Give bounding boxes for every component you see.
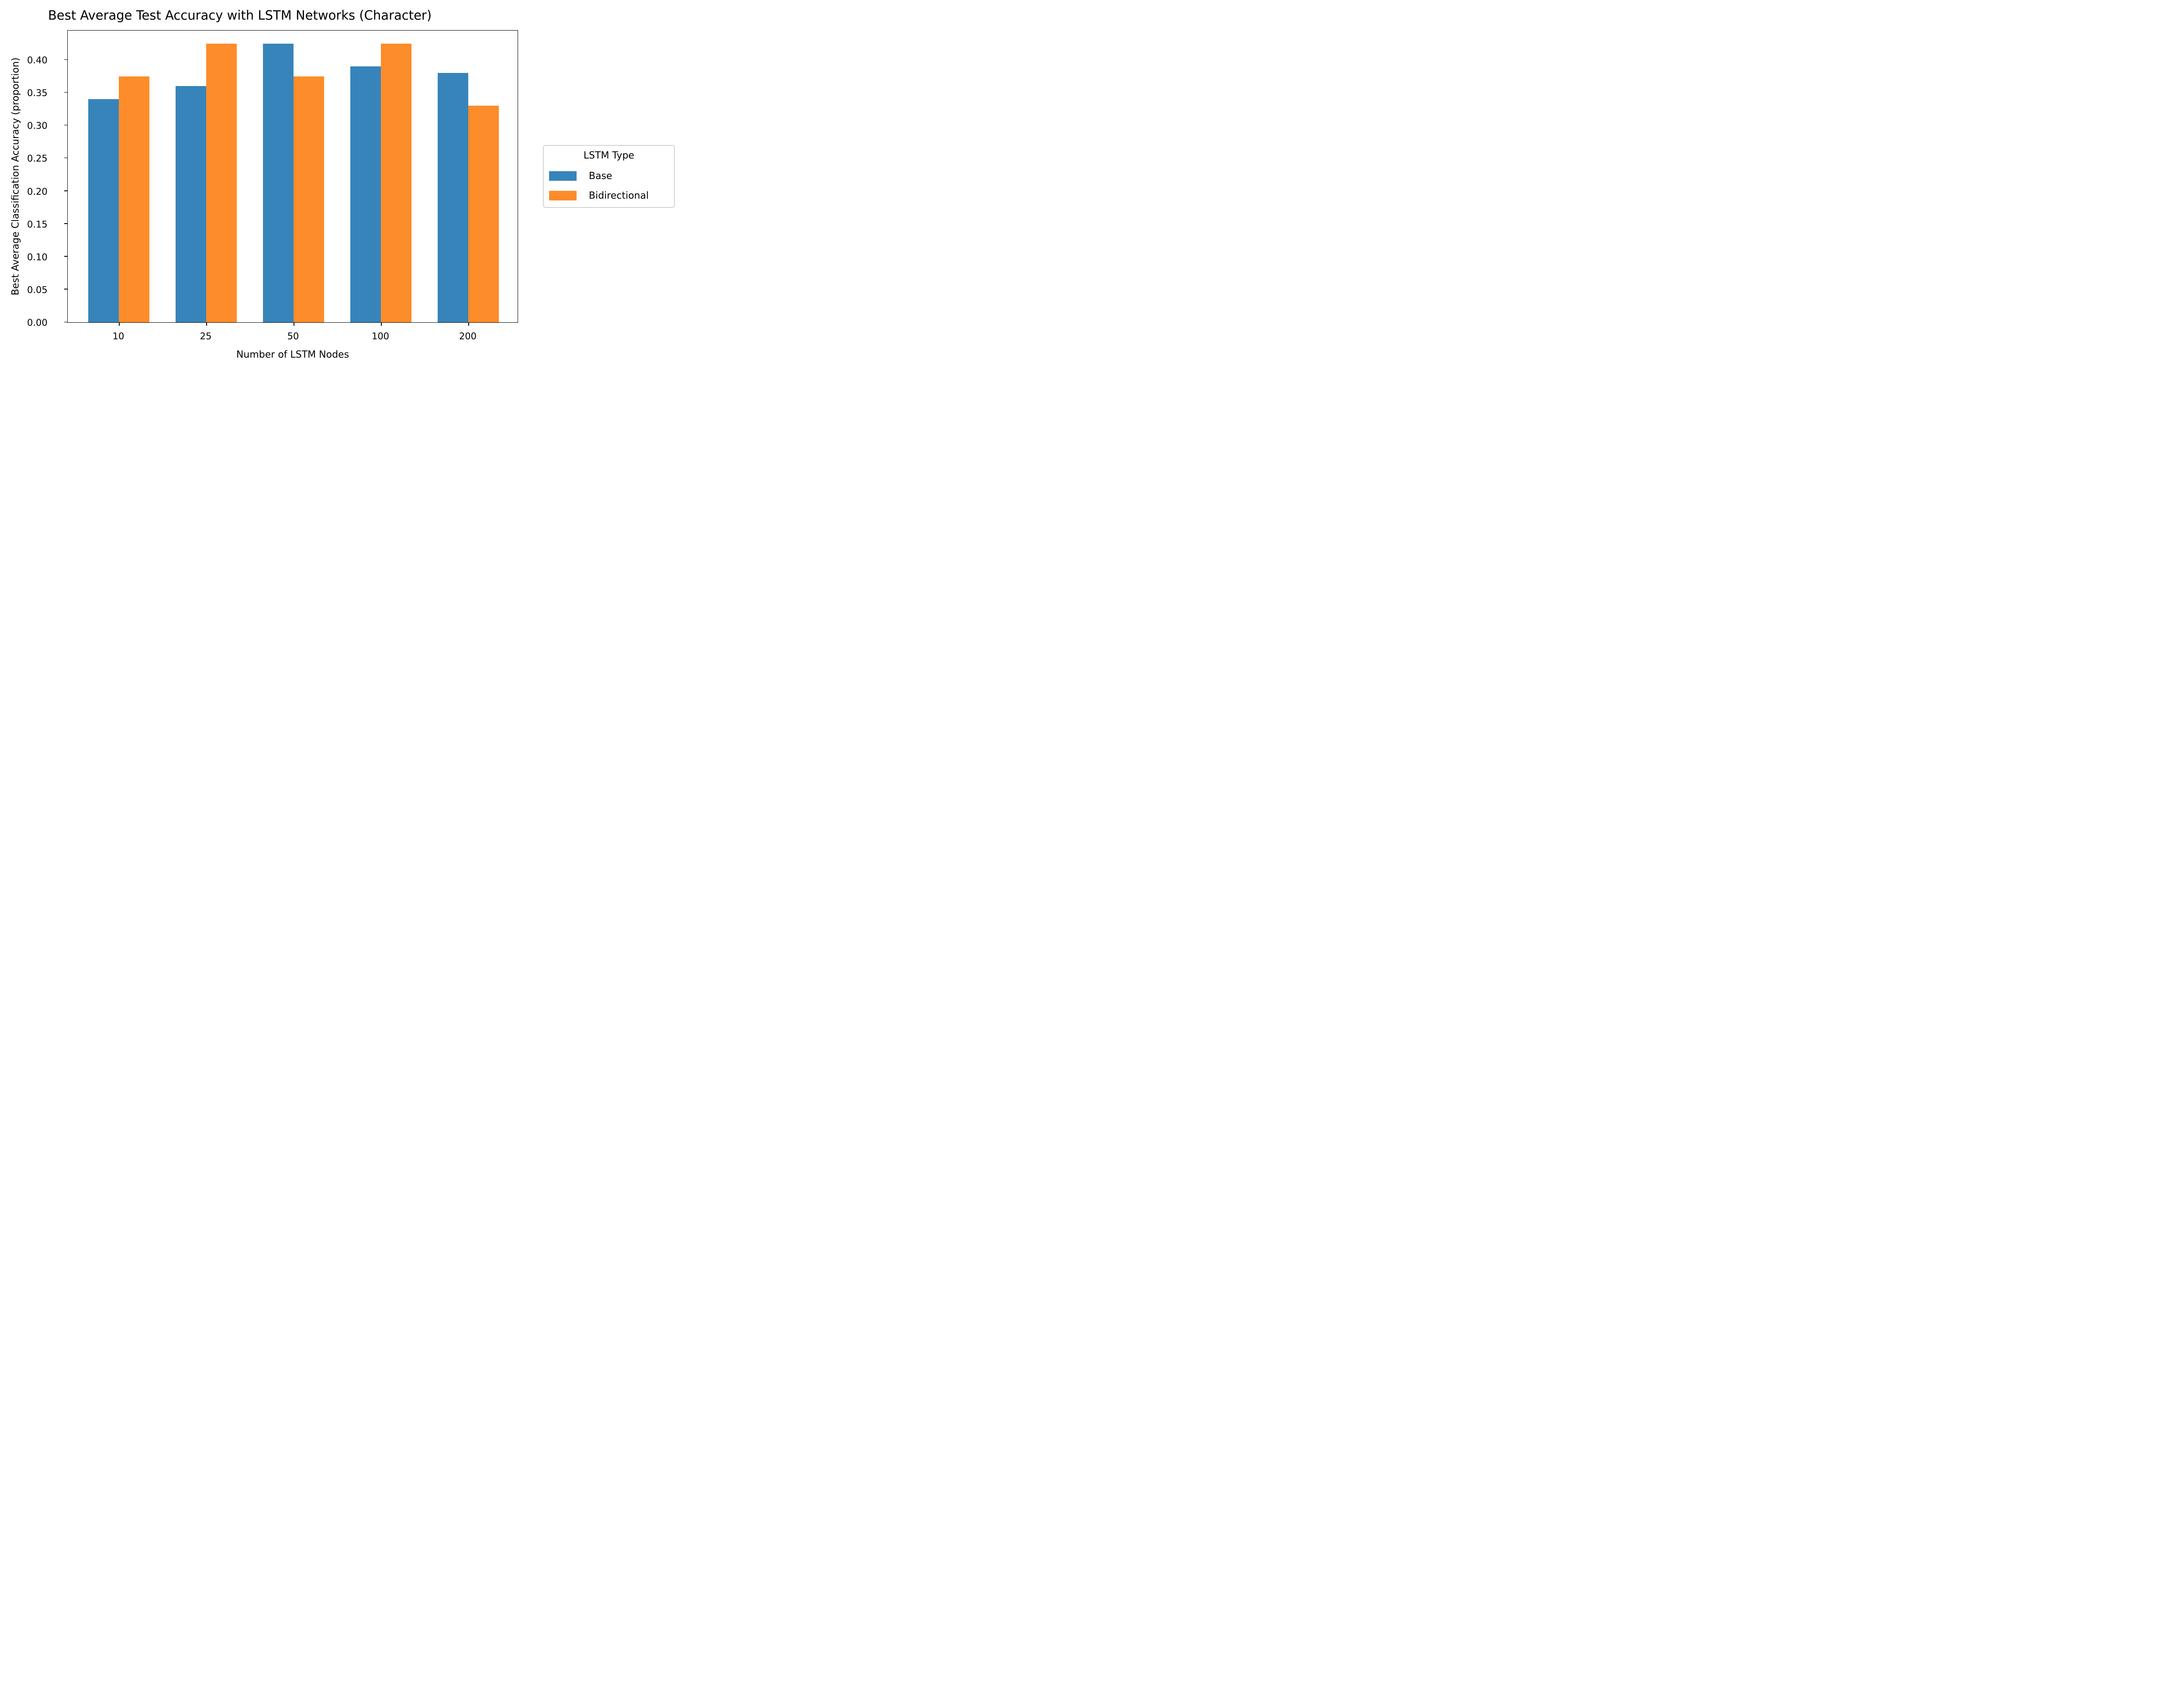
y-tick-label: 0.15 xyxy=(27,219,48,230)
x-axis-label: Number of LSTM Nodes xyxy=(236,349,349,360)
bar-bidirectional-10 xyxy=(119,76,149,322)
y-tick-label: 0.00 xyxy=(27,317,48,328)
y-tick xyxy=(64,289,68,290)
y-tick xyxy=(64,256,68,257)
x-tick-label: 25 xyxy=(200,331,212,341)
plot-area xyxy=(64,30,518,326)
bar-bidirectional-25 xyxy=(206,43,237,322)
bar-base-100 xyxy=(350,66,381,322)
y-tick xyxy=(64,321,68,322)
bar-bidirectional-200 xyxy=(468,106,499,322)
x-tick xyxy=(468,322,469,326)
y-tick xyxy=(64,92,68,93)
bar-base-10 xyxy=(88,99,119,322)
bar-bidirectional-50 xyxy=(294,76,324,322)
bar-base-25 xyxy=(176,86,206,322)
y-tick-label: 0.05 xyxy=(27,284,48,295)
y-tick-label: 0.30 xyxy=(27,121,48,131)
x-tick xyxy=(206,322,207,326)
y-tick xyxy=(64,223,68,224)
y-tick-label: 0.40 xyxy=(27,55,48,66)
bar-base-50 xyxy=(263,43,294,322)
legend-item-bidirectional: Bidirectional xyxy=(549,190,649,201)
legend-label-base: Base xyxy=(589,170,612,182)
bar-bidirectional-100 xyxy=(381,43,411,322)
y-tick-label: 0.35 xyxy=(27,88,48,99)
y-tick-label: 0.20 xyxy=(27,186,48,197)
y-tick xyxy=(64,157,68,159)
legend-label-bidirectional: Bidirectional xyxy=(589,190,649,201)
y-tick xyxy=(64,124,68,126)
x-tick-label: 50 xyxy=(287,331,299,341)
legend-item-base: Base xyxy=(549,170,612,182)
legend-swatch-base xyxy=(549,171,577,181)
x-tick-label: 100 xyxy=(371,331,390,341)
y-tick xyxy=(64,59,68,60)
y-tick-label: 0.25 xyxy=(27,153,48,164)
x-tick xyxy=(381,322,382,326)
x-tick-label: 10 xyxy=(112,331,124,341)
legend-title: LSTM Type xyxy=(583,150,635,161)
y-tick xyxy=(64,190,68,191)
bar-base-200 xyxy=(438,73,468,322)
legend-swatch-bidirectional xyxy=(549,191,577,200)
x-tick xyxy=(119,322,120,326)
x-tick-label: 200 xyxy=(459,331,477,341)
chart-title: Best Average Test Accuracy with LSTM Net… xyxy=(48,8,432,23)
y-tick-label: 0.10 xyxy=(27,252,48,262)
legend: LSTM Type Base Bidirectional xyxy=(543,145,675,208)
y-axis-label: Best Average Classification Accuracy (pr… xyxy=(10,57,21,296)
